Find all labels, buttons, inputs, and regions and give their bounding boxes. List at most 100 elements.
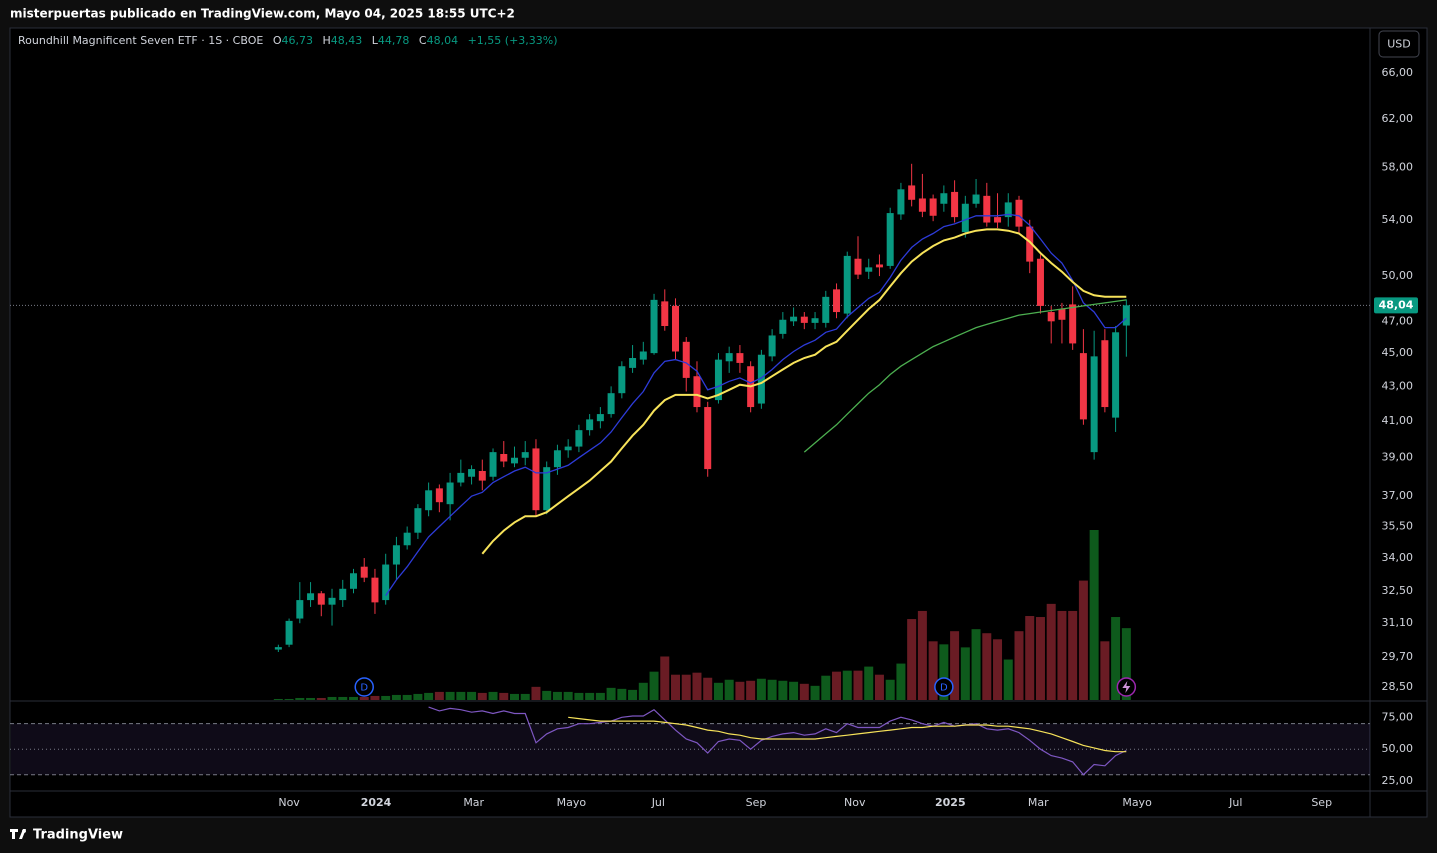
legend-value: 46,73 (281, 34, 313, 47)
y-tick-label: 37,00 (1382, 489, 1414, 502)
candle-body (564, 446, 572, 451)
y-tick-label: 29,70 (1382, 650, 1414, 663)
volume-bar (617, 688, 627, 700)
x-tick-label: Nov (844, 796, 866, 809)
candle-body (736, 353, 744, 363)
volume-bar (939, 644, 949, 700)
candle-body (478, 470, 486, 481)
volume-bar (713, 682, 723, 700)
legend-title: Roundhill Magnificent Seven ETF · 1S · C… (18, 34, 263, 47)
volume-bar (348, 696, 358, 700)
volume-bar (756, 678, 766, 700)
moving-average (803, 299, 1127, 453)
candle-body (1036, 258, 1044, 306)
volume-bar (821, 675, 831, 700)
volume-bar (1014, 631, 1024, 700)
candle-body (1004, 202, 1012, 218)
volume-bar (552, 691, 562, 700)
volume-bar (907, 619, 917, 700)
volume-bar (1057, 610, 1067, 700)
volume-bar (789, 681, 799, 700)
footer-logo (10, 829, 27, 839)
y-tick-label: 47,00 (1382, 314, 1414, 327)
currency-label[interactable]: USD (1387, 38, 1411, 51)
candle-body (414, 508, 422, 533)
candle-body (961, 203, 969, 233)
volume-bar (649, 671, 659, 700)
candle-body (704, 407, 712, 470)
candle-body (714, 359, 722, 401)
x-tick-label: Mar (1028, 796, 1049, 809)
candle-body (672, 305, 680, 352)
volume-bar (499, 692, 509, 700)
plot: 66,00 62,00 58,00 54,00 50,00 47,00 45,00 43,00… (10, 66, 1418, 809)
candle-body (629, 358, 637, 368)
candle-body (607, 393, 615, 415)
volume-bar (778, 680, 788, 700)
currency-button[interactable] (1378, 30, 1420, 58)
candle-body (360, 566, 368, 578)
x-tick-label: 2024 (361, 796, 392, 809)
moving-average (385, 213, 1127, 596)
volume-bar (853, 670, 863, 700)
event-icon (1122, 681, 1131, 693)
candle-body (854, 258, 862, 275)
volume-bar (413, 693, 423, 700)
legend: Roundhill Magnificent Seven ETF · 1S · C… (18, 34, 558, 47)
y-tick-label: 32,50 (1382, 584, 1414, 597)
volume-bar (531, 686, 541, 700)
volume-bar (1078, 580, 1088, 700)
dividend-marker (354, 677, 374, 697)
volume-bar (960, 647, 970, 700)
y-tick-label: 66,00 (1382, 66, 1414, 79)
volume-bar (874, 674, 884, 700)
volume-bar (917, 610, 927, 700)
volume-bar (1046, 603, 1056, 700)
volume-bar (477, 692, 487, 700)
candle-body (822, 296, 830, 323)
candle-body (371, 577, 379, 603)
volume-bar (982, 633, 992, 700)
volume-bar (1121, 628, 1131, 700)
x-tick-label: Sep (746, 796, 767, 809)
candle-body (425, 490, 433, 511)
candle-body (897, 189, 905, 215)
volume-bar (638, 682, 648, 700)
candle-body (285, 620, 293, 645)
last-price-box (1374, 297, 1418, 314)
volume-bar (993, 639, 1003, 700)
legend-value: 48,04 (427, 34, 459, 47)
volume-bar (273, 698, 283, 700)
volume-bar (864, 666, 874, 700)
volume-bar (574, 692, 584, 700)
y-tick-label: 54,00 (1382, 213, 1414, 226)
candle-body (435, 488, 443, 503)
candle-body (661, 301, 669, 327)
volume-bar (316, 697, 326, 700)
candle-body (532, 448, 540, 511)
candle-body (918, 198, 926, 212)
last-price-label: 48,04 (1379, 298, 1414, 311)
volume-bar (971, 629, 981, 700)
volume-bar (456, 691, 466, 700)
dividend-label: D (360, 683, 368, 694)
candle-body (553, 450, 561, 468)
candle-body (940, 193, 948, 204)
candle-body (575, 430, 583, 447)
y-tick-label: 50,00 (1382, 269, 1414, 282)
candle-body (833, 289, 841, 313)
candle-body (1058, 308, 1066, 320)
rsi-line (428, 706, 1127, 776)
candle-body (500, 454, 508, 462)
candle-body (800, 316, 808, 323)
volume-bar (284, 698, 294, 700)
candle-body (865, 267, 873, 272)
candle-body (886, 213, 894, 266)
volume-bar (692, 672, 702, 700)
candle-body (392, 545, 400, 565)
volume-bar (338, 696, 348, 700)
y-tick-label: 45,00 (1382, 346, 1414, 359)
candle-body (650, 299, 658, 354)
volume-bar (606, 687, 616, 700)
